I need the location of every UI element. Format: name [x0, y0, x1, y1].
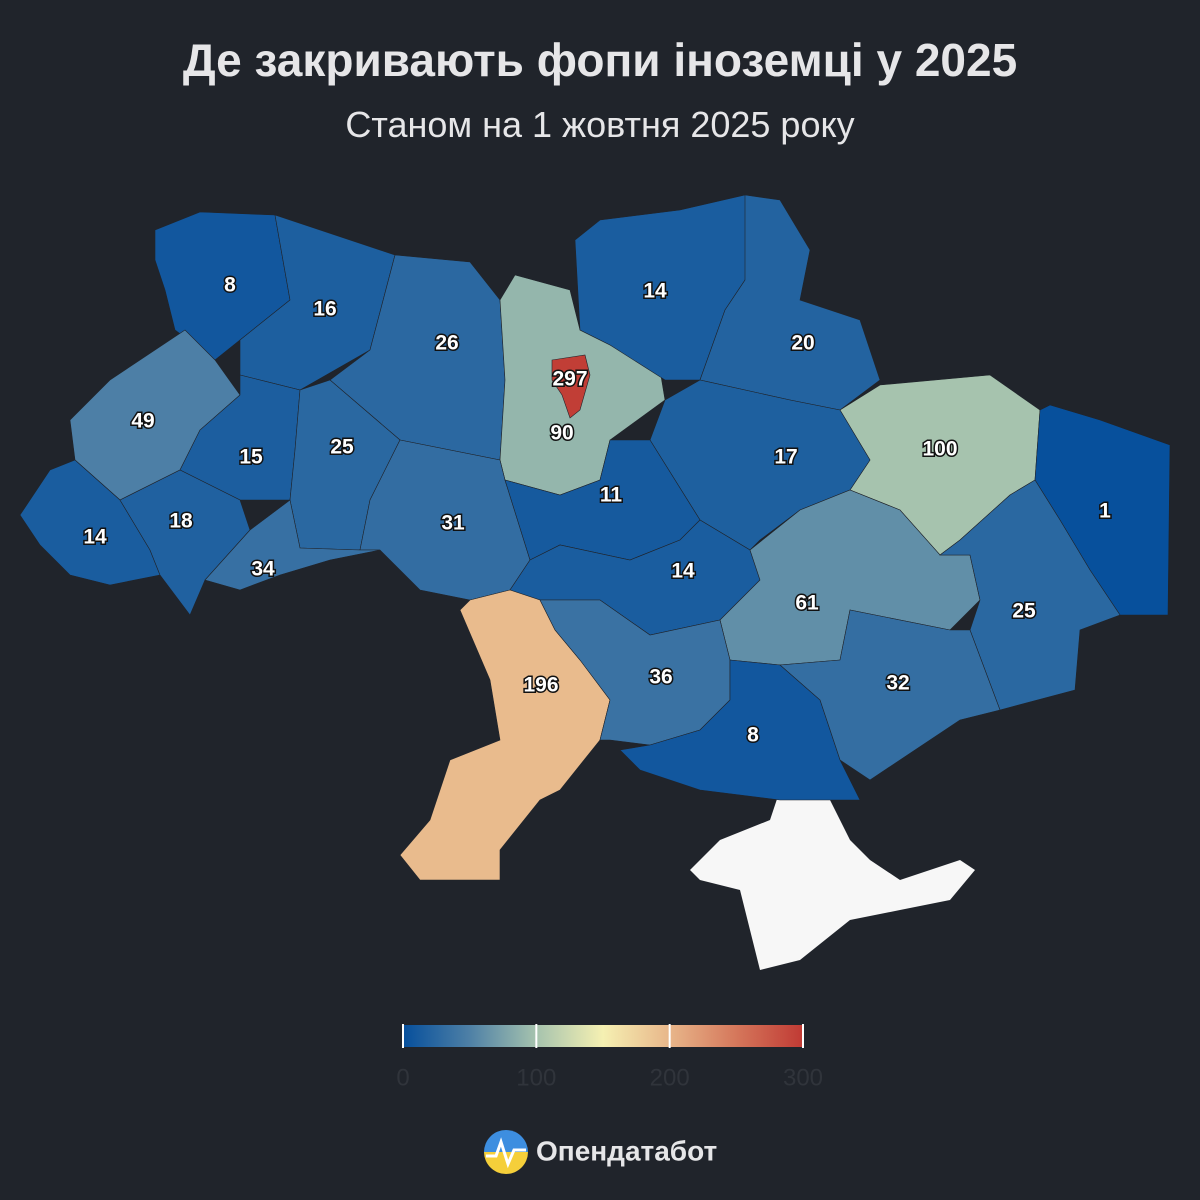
region-value-label: 8	[747, 724, 759, 747]
title: Де закривають фопи іноземці у 2025	[183, 34, 1017, 86]
color-tick-label: 100	[516, 1064, 556, 1091]
color-tick-label: 200	[650, 1064, 690, 1091]
labels: 8 16 26 297 90 14 20 49 15 25 100 17 1 14 18 31 11 34 14 61…	[82, 272, 1113, 748]
region-value-label: 25	[1012, 600, 1036, 623]
region	[154, 211, 291, 361]
region-value-label: 34	[251, 558, 275, 581]
region-value-label: 100	[922, 438, 957, 461]
region-value-label: 32	[886, 672, 909, 695]
region-value-label: 14	[83, 526, 107, 549]
brand-logo	[484, 1130, 528, 1174]
region-value-label: 36	[649, 666, 672, 689]
region-value-label: 61	[795, 592, 819, 615]
region-value-label: 20	[791, 332, 814, 355]
region-value-label: 1	[1099, 500, 1111, 523]
region-value-label: 49	[131, 410, 154, 433]
region	[204, 499, 381, 591]
color-bar	[403, 1025, 803, 1047]
region	[939, 479, 1121, 711]
region-value-label: 90	[550, 422, 573, 445]
region-value-label: 18	[169, 510, 193, 533]
region-value-label: 297	[552, 368, 587, 391]
region-value-label: 26	[435, 332, 458, 355]
region	[779, 609, 1001, 781]
map	[19, 194, 1171, 970]
subtitle: Станом на 1 жовтня 2025 року	[345, 104, 854, 145]
region-value-label: 31	[441, 512, 465, 535]
color-tick-label: 300	[783, 1064, 823, 1091]
region-value-label: 196	[523, 674, 558, 697]
crimea	[690, 790, 975, 970]
region	[649, 379, 871, 551]
brand: Опендатабот	[536, 1135, 717, 1166]
region	[619, 659, 861, 801]
region-value-label: 14	[643, 280, 667, 303]
region-value-label: 25	[330, 436, 354, 459]
brand-logo-line	[486, 1137, 526, 1169]
region	[699, 194, 881, 411]
region	[551, 354, 591, 419]
region-value-label: 14	[671, 560, 695, 583]
color-legend: 0 100 200 300	[396, 1024, 823, 1091]
region-value-label: 16	[313, 298, 336, 321]
color-tick-label: 0	[396, 1064, 409, 1091]
region-value-label: 15	[239, 446, 263, 469]
region-value-label: 17	[774, 446, 797, 469]
region-value-label: 8	[224, 274, 236, 297]
region-value-label: 11	[600, 484, 623, 507]
